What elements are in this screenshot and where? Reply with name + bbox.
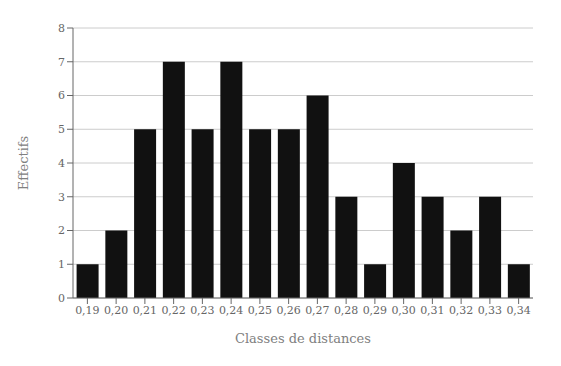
svg-text:5: 5 [58,123,65,136]
svg-text:0,34: 0,34 [506,304,531,317]
svg-text:0,24: 0,24 [219,304,244,317]
svg-text:0,30: 0,30 [391,304,416,317]
svg-text:2: 2 [58,224,65,237]
svg-text:Classes de distances: Classes de distances [235,331,371,346]
svg-text:1: 1 [58,258,65,271]
svg-text:0,22: 0,22 [161,304,186,317]
svg-text:Effectifs: Effectifs [16,136,31,191]
svg-text:8: 8 [58,22,65,35]
svg-text:0,28: 0,28 [334,304,359,317]
svg-text:0,25: 0,25 [248,304,273,317]
svg-text:7: 7 [58,56,65,69]
svg-text:0: 0 [58,292,65,305]
svg-text:0,20: 0,20 [104,304,129,317]
svg-text:0,19: 0,19 [75,304,100,317]
svg-text:0,31: 0,31 [420,304,445,317]
svg-text:0,23: 0,23 [190,304,215,317]
svg-text:3: 3 [58,191,65,204]
svg-text:0,32: 0,32 [449,304,474,317]
svg-text:6: 6 [58,89,65,102]
svg-text:4: 4 [58,157,65,170]
svg-text:0,21: 0,21 [133,304,158,317]
svg-text:0,29: 0,29 [363,304,388,317]
svg-text:0,33: 0,33 [478,304,503,317]
svg-text:0,26: 0,26 [276,304,301,317]
svg-text:0,27: 0,27 [305,304,330,317]
